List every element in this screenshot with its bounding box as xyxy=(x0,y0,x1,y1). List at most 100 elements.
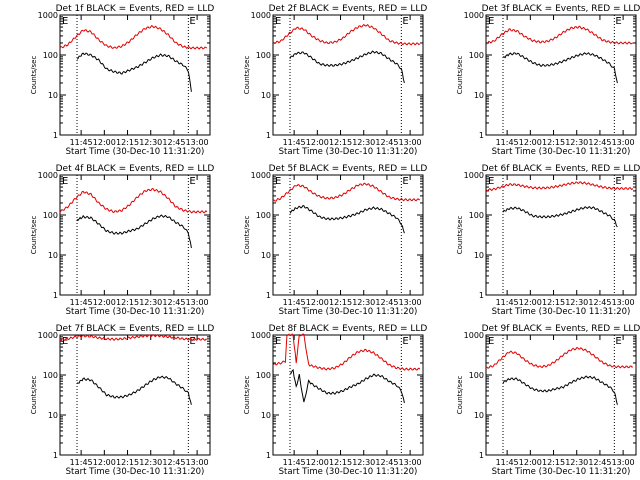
y-tick-label: 1 xyxy=(266,451,271,460)
y-tick-label: 10 xyxy=(48,91,58,100)
panel-title: Det 1f BLACK = Events, RED = LLD xyxy=(56,4,215,14)
panel-1: Det 1f BLACK = Events, RED = LLD 1 10 100 10… xyxy=(30,4,214,157)
marker-label-right: E xyxy=(402,336,408,347)
x-tick-label: 12:45 xyxy=(375,138,398,147)
y-tick-label: 1 xyxy=(53,451,58,460)
x-tick-label: 12:15 xyxy=(542,458,565,467)
y-axis-label: Counts/sec xyxy=(243,216,251,255)
y-axis-label: Counts/sec xyxy=(243,376,251,415)
x-tick-label: 13:00 xyxy=(612,138,635,147)
x-tick-label: 12:30 xyxy=(565,138,588,147)
y-tick-label: 10 xyxy=(48,251,58,260)
y-tick-label: 1 xyxy=(266,131,271,140)
y-tick-label: 1000 xyxy=(251,171,271,180)
x-axis-label: Start Time (30-Dec-10 11:31:20) xyxy=(279,147,418,157)
x-tick-label: 11:45 xyxy=(70,458,93,467)
y-tick-label: 1000 xyxy=(464,171,484,180)
x-tick-label: 12:30 xyxy=(565,458,588,467)
marker-label-right: E xyxy=(189,336,195,347)
marker-label-left: E xyxy=(488,336,494,347)
panel-title: Det 4f BLACK = Events, RED = LLD xyxy=(56,164,215,174)
x-tick-label: 13:00 xyxy=(186,298,209,307)
lld-series-line xyxy=(59,187,208,214)
x-tick-label: 12:00 xyxy=(519,138,542,147)
marker-label-left: E xyxy=(62,336,68,347)
x-tick-label: 12:15 xyxy=(116,138,139,147)
panel-title: Det 6f BLACK = Events, RED = LLD xyxy=(482,164,640,174)
x-tick-label: 12:45 xyxy=(588,138,611,147)
x-tick-label: 13:00 xyxy=(612,298,635,307)
x-tick-label: 13:00 xyxy=(399,138,422,147)
x-tick-label: 12:30 xyxy=(352,138,375,147)
x-tick-label: 12:45 xyxy=(162,458,185,467)
panel-title: Det 3f BLACK = Events, RED = LLD xyxy=(482,4,640,14)
x-tick-label: 12:00 xyxy=(519,298,542,307)
plot-frame xyxy=(59,14,211,136)
x-tick-label: 12:00 xyxy=(306,458,329,467)
x-axis-label: Start Time (30-Dec-10 11:31:20) xyxy=(279,307,418,317)
y-tick-label: 100 xyxy=(469,371,484,380)
x-tick-label: 12:15 xyxy=(329,458,352,467)
x-tick-label: 13:00 xyxy=(186,138,209,147)
y-axis-label: Counts/sec xyxy=(30,56,38,95)
x-axis-label: Start Time (30-Dec-10 11:31:20) xyxy=(66,467,205,477)
y-tick-label: 100 xyxy=(256,51,271,60)
y-tick-label: 100 xyxy=(43,371,58,380)
x-tick-label: 11:45 xyxy=(70,298,93,307)
events-series-line xyxy=(76,214,192,249)
x-tick-label: 12:45 xyxy=(375,298,398,307)
x-axis-label: Start Time (30-Dec-10 11:31:20) xyxy=(492,467,631,477)
lld-series-line xyxy=(272,333,421,371)
panel-4: Det 4f BLACK = Events, RED = LLD 1 10 100 10… xyxy=(30,164,214,317)
panel-8: Det 8f BLACK = Events, RED = LLD 1 10 100 10… xyxy=(243,324,427,477)
x-tick-label: 12:45 xyxy=(588,458,611,467)
events-series-line xyxy=(289,50,405,84)
panel-7: Det 7f BLACK = Events, RED = LLD 1 10 100 10… xyxy=(30,324,214,477)
x-tick-label: 13:00 xyxy=(612,458,635,467)
y-tick-label: 1000 xyxy=(251,331,271,340)
y-tick-label: 100 xyxy=(256,211,271,220)
y-tick-label: 10 xyxy=(261,251,271,260)
lld-series-line xyxy=(485,181,634,192)
x-tick-label: 11:45 xyxy=(283,298,306,307)
marker-label-right: E xyxy=(189,16,195,27)
marker-label-left: E xyxy=(275,336,281,347)
y-tick-label: 10 xyxy=(474,411,484,420)
lld-series-line xyxy=(59,334,207,342)
x-tick-label: 12:45 xyxy=(162,298,185,307)
x-tick-label: 12:00 xyxy=(93,138,116,147)
panel-5: Det 5f BLACK = Events, RED = LLD 1 10 100 10… xyxy=(243,164,427,317)
y-tick-label: 1 xyxy=(479,451,484,460)
panel-title: Det 7f BLACK = Events, RED = LLD xyxy=(56,324,215,334)
x-tick-label: 11:45 xyxy=(496,138,519,147)
x-axis-label: Start Time (30-Dec-10 11:31:20) xyxy=(492,307,631,317)
y-tick-label: 1 xyxy=(479,131,484,140)
events-series-line xyxy=(502,52,618,84)
y-tick-label: 100 xyxy=(469,51,484,60)
plot-frame xyxy=(272,14,424,136)
marker-label-right: E xyxy=(615,336,621,347)
y-axis-label: Counts/sec xyxy=(456,56,464,95)
marker-label-left: E xyxy=(62,176,68,187)
y-tick-label: 1 xyxy=(479,291,484,300)
x-tick-label: 12:45 xyxy=(588,298,611,307)
x-tick-label: 12:15 xyxy=(116,458,139,467)
x-tick-label: 12:15 xyxy=(542,138,565,147)
panel-title: Det 8f BLACK = Events, RED = LLD xyxy=(269,324,428,334)
marker-label-left: E xyxy=(488,176,494,187)
x-tick-label: 11:45 xyxy=(496,298,519,307)
y-tick-label: 1000 xyxy=(38,11,58,20)
y-tick-label: 10 xyxy=(48,411,58,420)
x-tick-label: 12:15 xyxy=(329,138,352,147)
panel-9: Det 9f BLACK = Events, RED = LLD 1 10 100 10… xyxy=(456,324,640,477)
x-tick-label: 12:30 xyxy=(352,298,375,307)
y-tick-label: 10 xyxy=(261,411,271,420)
events-series-line xyxy=(76,375,192,405)
x-tick-label: 13:00 xyxy=(399,298,422,307)
x-tick-label: 11:45 xyxy=(70,138,93,147)
marker-label-left: E xyxy=(275,16,281,27)
x-tick-label: 12:00 xyxy=(93,458,116,467)
y-tick-label: 1 xyxy=(266,291,271,300)
marker-label-right: E xyxy=(615,176,621,187)
